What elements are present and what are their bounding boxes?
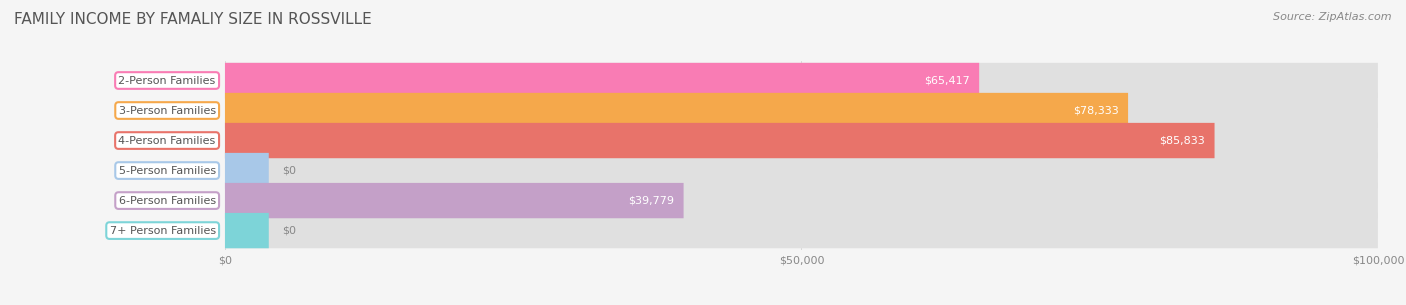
FancyBboxPatch shape [225,123,1378,158]
FancyBboxPatch shape [225,63,1378,98]
Text: FAMILY INCOME BY FAMALIY SIZE IN ROSSVILLE: FAMILY INCOME BY FAMALIY SIZE IN ROSSVIL… [14,12,371,27]
FancyBboxPatch shape [225,183,1378,218]
Text: $85,833: $85,833 [1160,135,1205,145]
FancyBboxPatch shape [225,213,269,248]
Text: 5-Person Families: 5-Person Families [118,166,215,176]
FancyBboxPatch shape [225,153,1378,188]
Text: 6-Person Families: 6-Person Families [118,196,215,206]
Text: Source: ZipAtlas.com: Source: ZipAtlas.com [1274,12,1392,22]
FancyBboxPatch shape [225,63,979,98]
FancyBboxPatch shape [225,153,269,188]
FancyBboxPatch shape [225,93,1128,128]
FancyBboxPatch shape [225,93,1378,128]
Text: 2-Person Families: 2-Person Families [118,76,215,85]
Text: $65,417: $65,417 [924,76,970,85]
Text: $0: $0 [283,226,297,235]
Text: $0: $0 [283,166,297,176]
Text: $78,333: $78,333 [1073,106,1119,116]
Text: 7+ Person Families: 7+ Person Families [110,226,215,235]
FancyBboxPatch shape [225,183,683,218]
Text: 3-Person Families: 3-Person Families [118,106,215,116]
Text: 4-Person Families: 4-Person Families [118,135,215,145]
Text: $39,779: $39,779 [628,196,675,206]
FancyBboxPatch shape [225,213,1378,248]
FancyBboxPatch shape [225,123,1215,158]
